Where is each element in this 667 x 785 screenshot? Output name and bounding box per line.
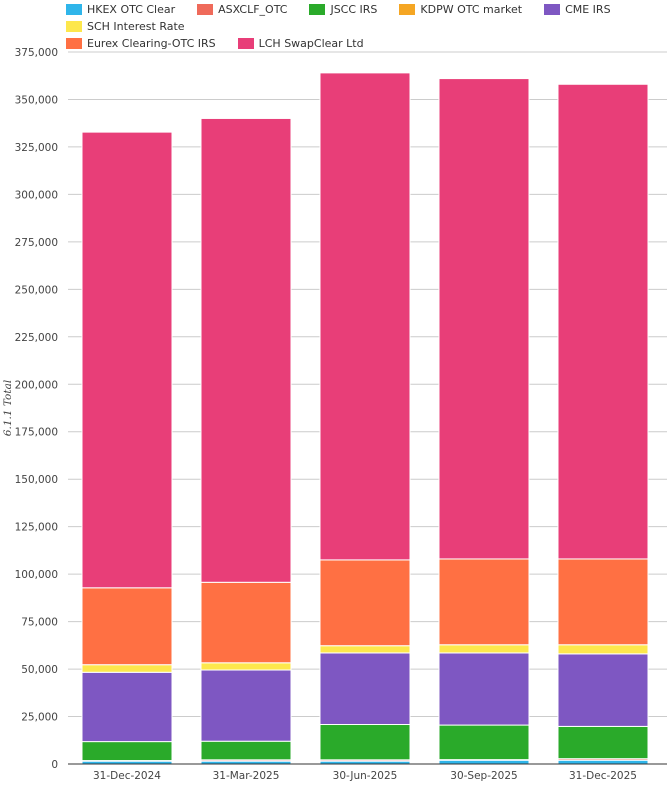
y-tick-label: 375,000 bbox=[15, 47, 58, 59]
bar-segment[interactable] bbox=[200, 581, 292, 664]
legend-swatch bbox=[66, 21, 82, 32]
y-tick-label: 250,000 bbox=[15, 284, 58, 296]
legend-label: LCH SwapClear Ltd bbox=[258, 37, 364, 50]
bar-segment[interactable] bbox=[557, 725, 649, 760]
bar-segment[interactable] bbox=[81, 131, 173, 589]
y-tick-label: 0 bbox=[51, 759, 58, 771]
legend-label: KDPW OTC market bbox=[420, 3, 523, 16]
legend-item[interactable]: JSCC IRS bbox=[309, 2, 377, 17]
bar-segment[interactable] bbox=[200, 117, 292, 583]
legend-swatch bbox=[399, 4, 416, 15]
legend-swatch bbox=[66, 4, 82, 15]
bar-segment[interactable] bbox=[319, 72, 411, 561]
legend-label: Eurex Clearing-OTC IRS bbox=[87, 37, 216, 50]
bar-segment[interactable] bbox=[200, 740, 292, 761]
y-tick-label: 300,000 bbox=[15, 189, 58, 201]
bar-segment[interactable] bbox=[557, 558, 649, 646]
x-tick-label: 31-Dec-2024 bbox=[93, 770, 161, 782]
bar-segment[interactable] bbox=[81, 664, 173, 673]
y-tick-label: 225,000 bbox=[15, 332, 58, 344]
y-tick-label: 350,000 bbox=[15, 94, 58, 106]
y-tick-label: 150,000 bbox=[15, 474, 58, 486]
legend-swatch bbox=[544, 4, 561, 15]
bar-segment[interactable] bbox=[319, 652, 411, 726]
bar-segment[interactable] bbox=[438, 724, 530, 761]
bar-segment[interactable] bbox=[557, 83, 649, 560]
bar-segment[interactable] bbox=[557, 759, 649, 765]
bar-segment[interactable] bbox=[81, 587, 173, 666]
legend-item[interactable]: ASXCLF_OTC bbox=[197, 2, 287, 17]
bar-segment[interactable] bbox=[81, 741, 173, 762]
bar-segment[interactable] bbox=[200, 662, 292, 671]
x-tick-label: 31-Dec-2025 bbox=[569, 770, 637, 782]
legend-label: JSCC IRS bbox=[330, 3, 378, 16]
bar-segment[interactable] bbox=[319, 724, 411, 761]
y-tick-label: 50,000 bbox=[21, 664, 58, 676]
legend-label: HKEX OTC Clear bbox=[87, 3, 176, 16]
legend-item[interactable]: LCH SwapClear Ltd bbox=[237, 36, 364, 51]
y-tick-label: 75,000 bbox=[21, 617, 58, 629]
legend-item[interactable]: Eurex Clearing-OTC IRS bbox=[66, 36, 216, 51]
x-tick-label: 30-Jun-2025 bbox=[333, 770, 398, 782]
y-tick-label: 25,000 bbox=[21, 712, 58, 724]
bar-segment[interactable] bbox=[438, 558, 530, 646]
bar-segment[interactable] bbox=[438, 644, 530, 654]
legend-item[interactable]: HKEX OTC Clear bbox=[66, 2, 175, 17]
bar-segment[interactable] bbox=[319, 559, 411, 647]
y-tick-label: 275,000 bbox=[15, 237, 58, 249]
bar-segment[interactable] bbox=[438, 652, 530, 726]
legend-swatch bbox=[237, 38, 254, 49]
legend-item[interactable]: CME IRS bbox=[544, 2, 611, 17]
bar-segment[interactable] bbox=[557, 644, 649, 655]
bar-segment[interactable] bbox=[557, 653, 649, 727]
bar-segment[interactable] bbox=[200, 669, 292, 742]
y-tick-label: 100,000 bbox=[15, 569, 58, 581]
legend-swatch bbox=[309, 4, 326, 15]
bar-segment[interactable] bbox=[438, 759, 530, 765]
x-tick-label: 31-Mar-2025 bbox=[213, 770, 280, 782]
bar-segment[interactable] bbox=[438, 78, 530, 560]
legend-swatch bbox=[197, 4, 214, 15]
y-tick-label: 125,000 bbox=[15, 522, 58, 534]
bar-segment[interactable] bbox=[319, 645, 411, 654]
legend-label: SCH Interest Rate bbox=[87, 20, 185, 33]
legend-label: ASXCLF_OTC bbox=[218, 3, 288, 16]
y-axis-label: 6.1.1 Total bbox=[2, 380, 14, 436]
bar-segment[interactable] bbox=[81, 671, 173, 743]
chart-legend: HKEX OTC Clear ASXCLF_OTC JSCC IRS KDPW OTC… bbox=[66, 2, 666, 53]
legend-item[interactable]: KDPW OTC market bbox=[399, 2, 522, 17]
legend-label: CME IRS bbox=[565, 3, 611, 16]
legend-swatch bbox=[66, 38, 82, 49]
y-tick-label: 325,000 bbox=[15, 142, 58, 154]
x-tick-label: 30-Sep-2025 bbox=[450, 770, 517, 782]
y-tick-label: 200,000 bbox=[15, 379, 58, 391]
legend-item[interactable]: SCH Interest Rate bbox=[66, 19, 185, 34]
y-tick-label: 175,000 bbox=[15, 427, 58, 439]
